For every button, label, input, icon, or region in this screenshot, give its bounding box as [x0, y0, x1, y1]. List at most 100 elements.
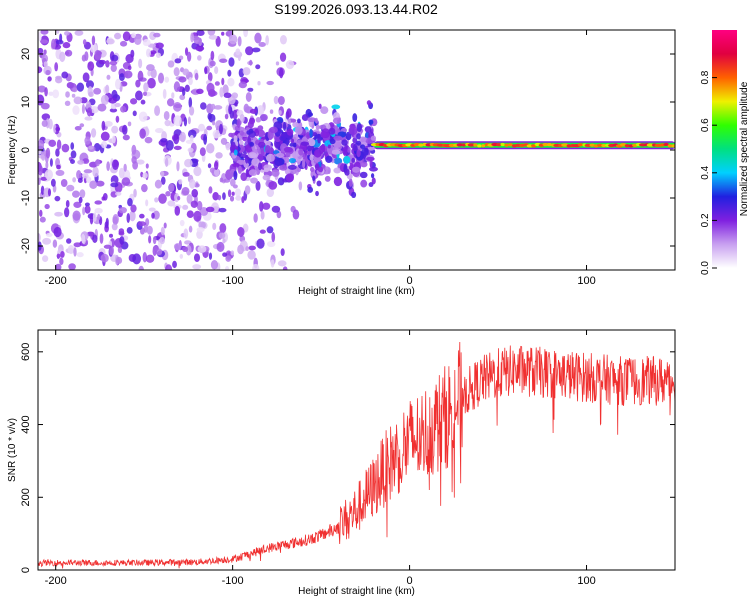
transition-blob — [317, 166, 324, 173]
noise-blob — [228, 57, 235, 67]
noise-blob — [165, 264, 173, 270]
noise-blob — [92, 166, 99, 178]
snr-xtick-label: -200 — [45, 575, 67, 587]
noise-blob — [260, 210, 265, 220]
noise-blob — [193, 253, 201, 263]
transition-blob — [351, 191, 357, 199]
noise-blob — [124, 72, 129, 78]
noise-blob — [145, 254, 155, 263]
transition-blob — [290, 138, 295, 144]
noise-blob — [89, 213, 94, 225]
noise-blob — [190, 32, 195, 43]
noise-blob — [90, 128, 97, 138]
transition-blob — [306, 151, 311, 156]
noise-blob — [229, 195, 235, 202]
noise-blob — [217, 194, 222, 201]
noise-blob — [88, 145, 94, 150]
noise-blob — [121, 177, 131, 186]
noise-blob — [48, 139, 57, 147]
carrier-peak — [547, 143, 552, 147]
noise-blob — [231, 191, 235, 196]
noise-blob — [221, 77, 225, 86]
transition-blob — [368, 119, 374, 125]
carrier-peak — [477, 144, 482, 148]
snr-ytick-label: 0 — [20, 567, 32, 573]
noise-blob — [74, 125, 82, 131]
noise-blob — [93, 87, 102, 95]
noise-blob — [237, 36, 242, 47]
transition-blob — [268, 180, 278, 190]
noise-blob — [64, 49, 73, 57]
noise-blob — [44, 87, 48, 97]
noise-blob — [195, 45, 205, 52]
noise-blob — [193, 166, 202, 177]
transition-blob — [356, 149, 361, 158]
noise-blob — [145, 48, 151, 58]
colorbar-tick-label: 0.8 — [700, 70, 711, 84]
noise-blob — [219, 58, 228, 63]
noise-blob — [90, 106, 99, 114]
noise-blob — [189, 178, 196, 189]
noise-blob — [84, 136, 91, 145]
snr-plot: -200 -100 0 100 0 200 400 600 Height of straight… — [7, 329, 676, 597]
transition-blob — [294, 125, 303, 135]
noise-blob — [231, 92, 239, 99]
noise-blob — [131, 144, 137, 155]
noise-blob — [162, 88, 167, 99]
noise-blob — [114, 32, 122, 40]
noise-blob — [80, 97, 88, 104]
noise-blob — [55, 148, 60, 157]
colorbar-tick-label: 0.4 — [700, 165, 711, 179]
noise-blob — [135, 90, 143, 101]
noise-blob — [156, 52, 162, 58]
noise-blob — [187, 147, 194, 153]
noise-blob — [165, 139, 174, 151]
transition-blob — [344, 168, 350, 176]
noise-blob — [199, 147, 206, 157]
noise-blob — [70, 159, 75, 165]
noise-blob — [83, 169, 93, 174]
carrier-peak — [461, 143, 466, 147]
noise-blob — [187, 116, 191, 125]
snr-xtick-label: 100 — [577, 575, 595, 587]
noise-blob — [182, 246, 189, 253]
noise-blob — [122, 31, 131, 42]
noise-blob — [160, 138, 168, 143]
transition-blob — [238, 153, 248, 159]
noise-blob — [89, 180, 98, 189]
noise-blob — [245, 92, 252, 102]
noise-blob — [68, 263, 76, 270]
noise-blob — [88, 91, 94, 98]
noise-blob — [38, 85, 46, 93]
noise-blob — [95, 180, 105, 187]
noise-blob — [104, 121, 113, 127]
noise-blob — [54, 62, 59, 72]
noise-blob — [282, 266, 288, 270]
noise-blob — [186, 210, 194, 219]
noise-blob — [138, 111, 148, 122]
noise-blob — [191, 188, 199, 198]
transition-blob — [369, 158, 373, 168]
noise-blob — [45, 147, 51, 159]
spec-ytick-label: 10 — [20, 96, 32, 108]
noise-blob — [112, 159, 119, 170]
transition-blob — [244, 185, 251, 195]
snr-ytick-label: 400 — [20, 415, 32, 433]
noise-blob — [160, 226, 165, 236]
noise-blob — [173, 115, 182, 127]
noise-blob — [207, 30, 216, 36]
transition-blob — [233, 149, 238, 156]
noise-blob — [210, 103, 216, 110]
noise-blob — [229, 178, 236, 187]
transition-blob — [262, 174, 271, 181]
noise-blob — [188, 97, 193, 108]
carrier-peak — [624, 144, 630, 148]
noise-blob — [43, 49, 47, 55]
transition-blob — [333, 157, 343, 165]
noise-blob — [55, 75, 62, 80]
noise-blob — [135, 79, 141, 88]
noise-blob — [203, 133, 208, 145]
noise-blob — [90, 43, 98, 54]
noise-blob — [285, 60, 295, 70]
noise-blob — [179, 219, 185, 227]
